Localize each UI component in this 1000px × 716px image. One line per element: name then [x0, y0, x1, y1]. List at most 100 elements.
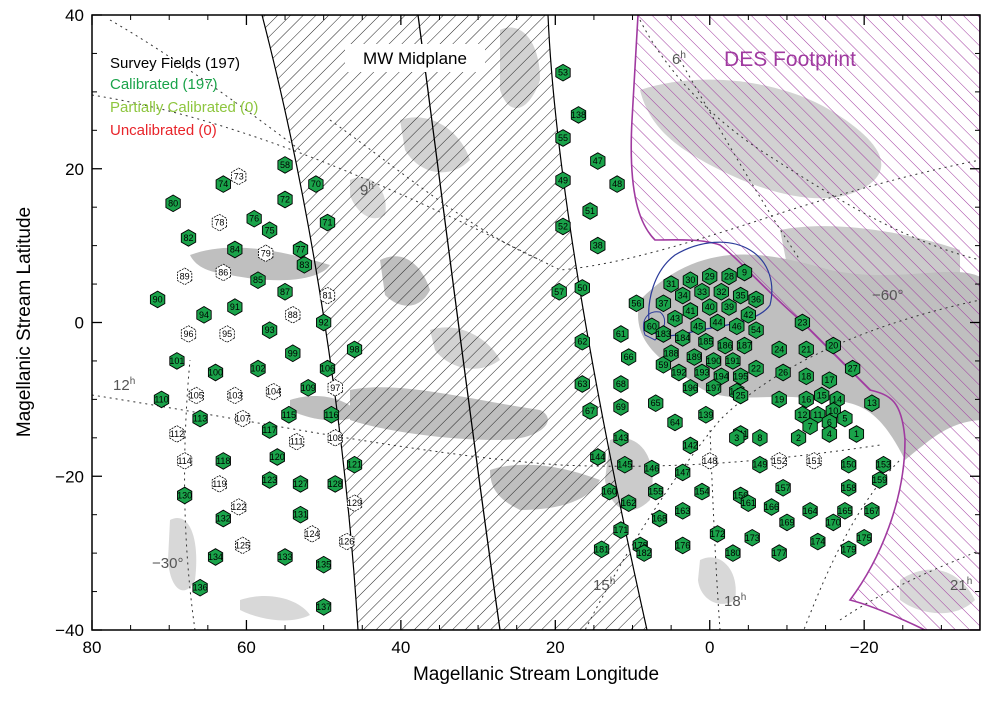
- coord-label-18h: 18h: [724, 592, 746, 610]
- survey-field: 120: [269, 448, 285, 466]
- survey-field: 122: [231, 498, 247, 516]
- survey-field: 74: [215, 175, 231, 193]
- survey-field: 180: [725, 544, 741, 562]
- survey-field-marker: [593, 540, 610, 559]
- survey-field-label: 130: [177, 490, 192, 500]
- survey-field-marker: [682, 302, 699, 320]
- survey-field-label: 65: [651, 398, 661, 408]
- x-tick-label: 40: [391, 638, 410, 657]
- survey-field-marker: [682, 378, 699, 397]
- survey-field: 175: [856, 528, 872, 547]
- survey-field-label: 176: [675, 540, 690, 550]
- survey-field: 12: [794, 405, 811, 424]
- survey-field-marker: [771, 340, 787, 359]
- survey-field: 68: [613, 375, 629, 393]
- y-tick-label: −40: [55, 621, 84, 640]
- survey-field-marker: [292, 475, 309, 493]
- y-tick-label: 20: [65, 160, 84, 179]
- survey-field-label: 150: [841, 460, 856, 470]
- survey-field-marker: [261, 421, 278, 439]
- survey-field-label: 107: [235, 414, 250, 424]
- survey-field: 85: [250, 271, 266, 290]
- survey-field-marker: [740, 305, 756, 324]
- survey-field-marker: [180, 325, 197, 343]
- survey-field-label: 38: [593, 241, 603, 251]
- survey-field: 26: [775, 363, 791, 382]
- survey-field: 179: [841, 540, 857, 559]
- survey-field: 104: [265, 382, 282, 401]
- survey-field-marker: [590, 236, 606, 255]
- survey-field-label: 13: [867, 398, 877, 408]
- survey-field: 46: [729, 317, 745, 336]
- survey-field-label: 10: [828, 406, 838, 416]
- survey-field: 165: [837, 501, 853, 520]
- survey-field-marker: [798, 390, 814, 409]
- survey-field: 32: [713, 282, 729, 301]
- survey-field-marker: [207, 548, 224, 566]
- survey-field-marker: [211, 213, 228, 232]
- survey-field-marker: [694, 482, 710, 501]
- survey-field: 100: [207, 363, 224, 382]
- survey-field-marker: [744, 528, 760, 547]
- survey-field-marker: [694, 363, 710, 382]
- survey-field: 87: [277, 282, 293, 301]
- survey-field-label: 44: [712, 318, 722, 328]
- survey-field-marker: [621, 348, 637, 366]
- survey-field-marker: [698, 405, 714, 424]
- survey-field: 184: [675, 329, 691, 347]
- survey-field: 147: [675, 463, 691, 482]
- survey-field-label: 125: [235, 540, 250, 550]
- survey-field: 142: [682, 436, 699, 455]
- survey-field-label: 87: [280, 287, 290, 297]
- survey-field-label: 189: [687, 352, 702, 362]
- survey-field: 161: [740, 494, 756, 513]
- survey-field: 136: [192, 578, 208, 597]
- survey-field-label: 160: [602, 487, 617, 497]
- survey-field: 93: [261, 321, 278, 340]
- survey-field: 153: [875, 455, 892, 474]
- survey-field-label: 108: [328, 433, 343, 443]
- survey-field-label: 114: [177, 456, 191, 466]
- survey-field: 47: [590, 152, 606, 170]
- survey-field: 132: [215, 509, 231, 528]
- survey-field: 84: [227, 240, 243, 259]
- survey-field-marker: [702, 267, 718, 286]
- survey-field: 186: [717, 336, 733, 355]
- survey-field-label: 158: [841, 483, 856, 493]
- survey-field-label: 72: [280, 195, 290, 205]
- survey-field: 197: [705, 378, 722, 397]
- survey-field-label: 96: [184, 329, 194, 339]
- survey-field-label: 35: [736, 291, 746, 301]
- survey-field-marker: [841, 478, 857, 497]
- survey-field-marker: [663, 344, 679, 363]
- survey-field: 53: [555, 63, 571, 82]
- survey-field-label: 162: [621, 498, 636, 508]
- survey-field: 194: [713, 367, 729, 386]
- survey-field-label: 18: [801, 371, 811, 381]
- survey-field-label: 104: [266, 387, 281, 397]
- mw-midplane-label: MW Midplane: [363, 49, 467, 68]
- survey-field: 57: [551, 282, 567, 301]
- survey-field-label: 149: [752, 460, 767, 470]
- survey-field: 115: [281, 405, 297, 424]
- survey-field: 56: [628, 294, 645, 313]
- survey-field-marker: [555, 217, 571, 236]
- survey-field-marker: [281, 405, 297, 424]
- survey-field: 157: [775, 478, 791, 497]
- survey-field: 114: [177, 452, 193, 470]
- survey-field: 187: [736, 336, 753, 355]
- survey-field-marker: [721, 267, 737, 286]
- survey-field-marker: [250, 359, 266, 378]
- survey-field-label: 83: [299, 260, 309, 270]
- survey-field-label: 93: [265, 325, 275, 335]
- survey-field-marker: [837, 409, 853, 428]
- survey-field-label: 22: [751, 364, 761, 374]
- survey-field-label: 95: [222, 329, 232, 339]
- survey-field-marker: [682, 436, 699, 455]
- survey-field-marker: [169, 352, 185, 370]
- survey-field-label: 46: [732, 321, 742, 331]
- survey-field-label: 154: [695, 487, 710, 497]
- survey-field-label: 131: [293, 510, 308, 520]
- survey-field: 16: [798, 390, 814, 409]
